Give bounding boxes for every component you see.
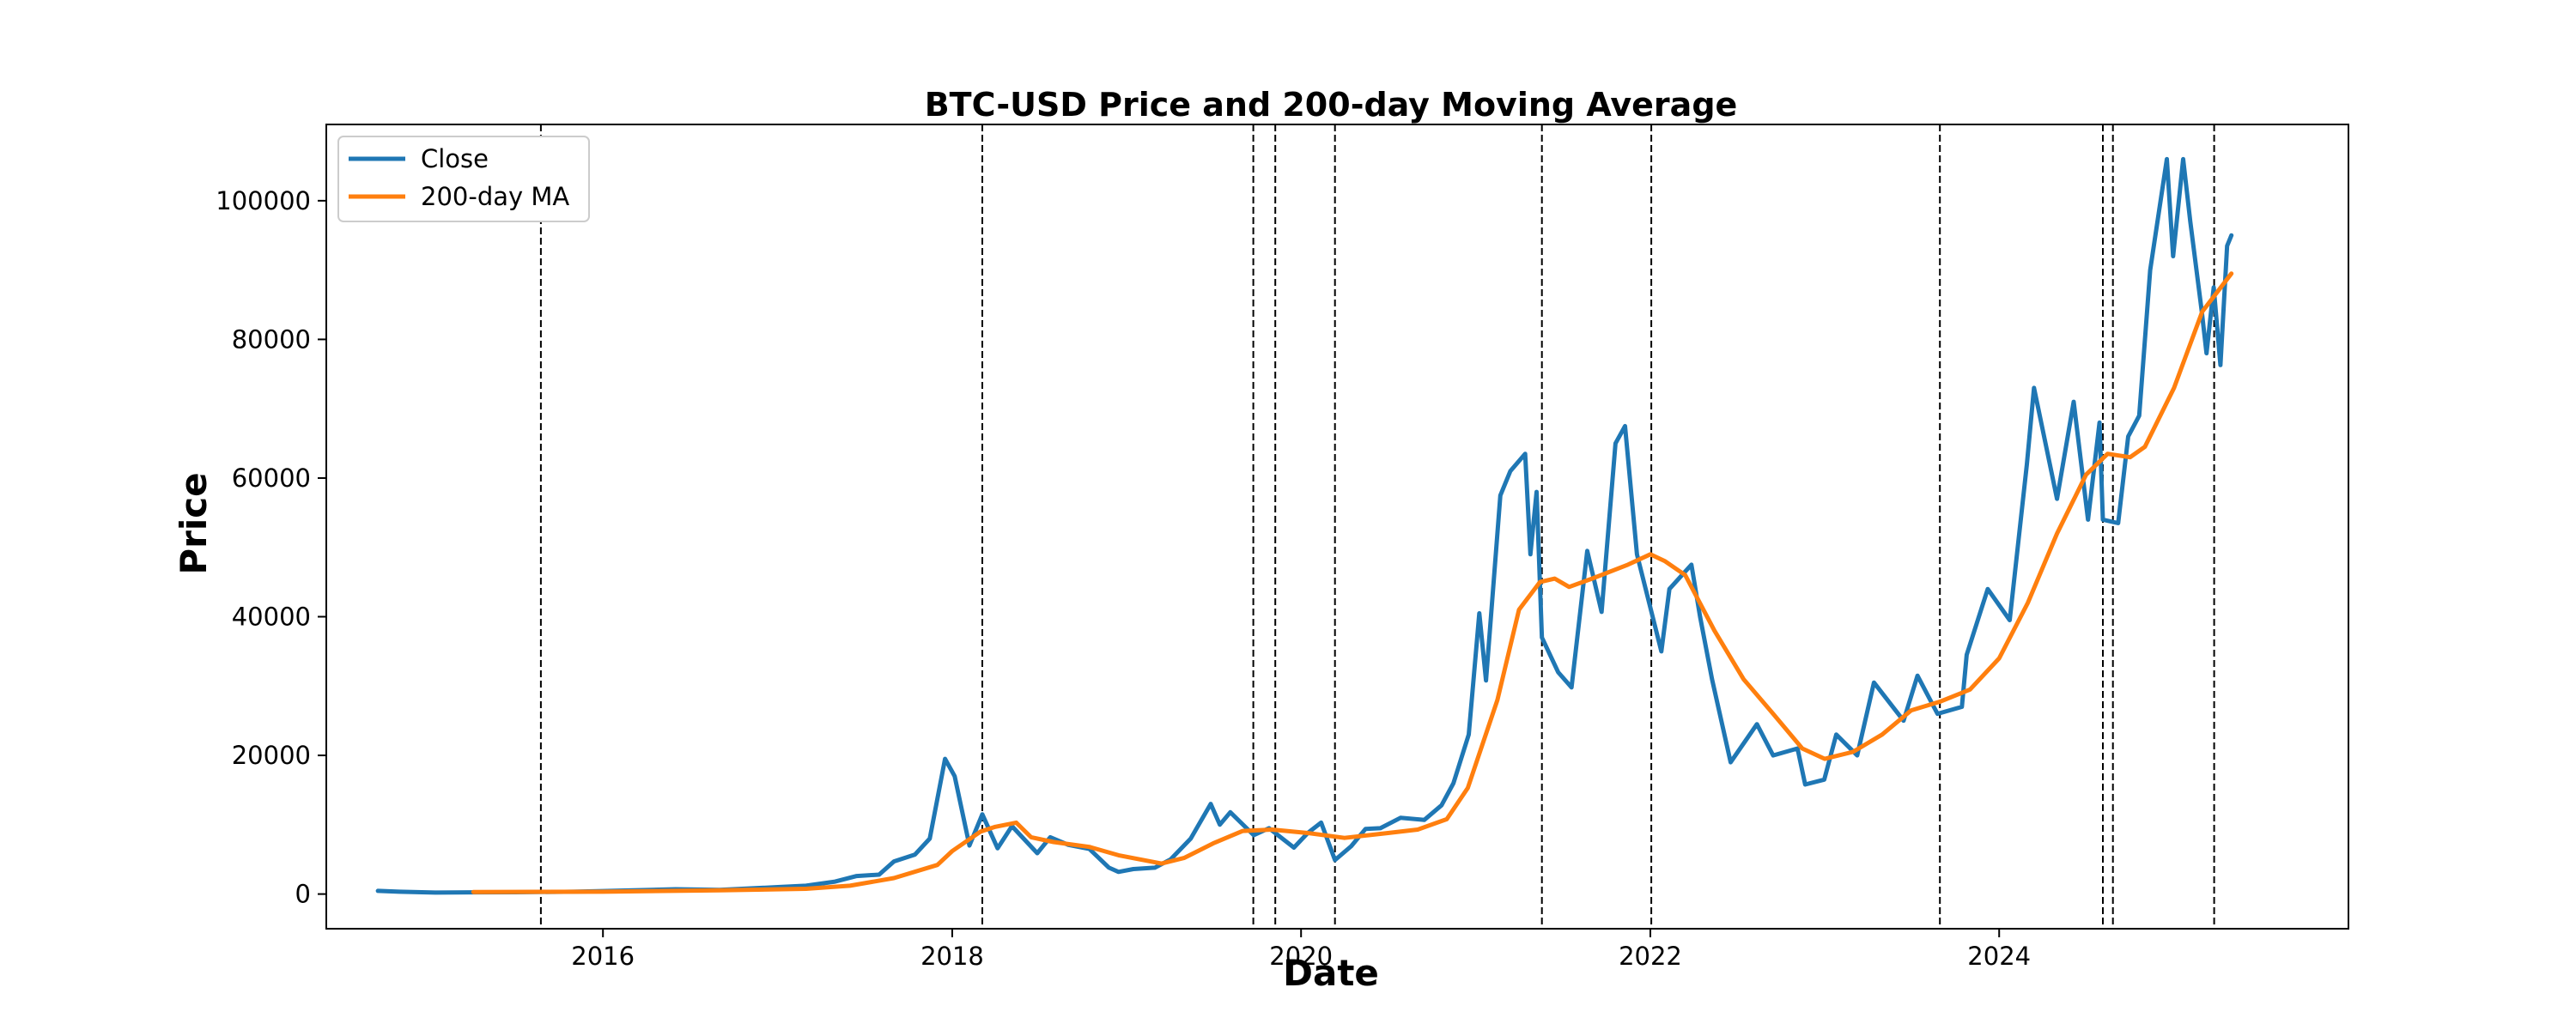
x-tick-label: 2018 <box>920 942 984 971</box>
legend-label: Close <box>421 144 489 173</box>
legend-label: 200-day MA <box>421 182 569 211</box>
plot-area: 2016 2018 2020 2022 2024 0 20000 40000 60000 8000… <box>216 124 2349 971</box>
plot-frame <box>325 124 2349 930</box>
x-tick-label: 2022 <box>1619 942 1682 971</box>
chart-title: BTC-USD Price and 200-day Moving Average <box>925 86 1738 124</box>
y-tick-label: 40000 <box>232 603 311 632</box>
moving-average-line <box>471 271 2234 894</box>
y-tick-label: 60000 <box>232 464 311 493</box>
y-tick-label: 20000 <box>232 741 311 770</box>
y-axis-label: Price <box>173 472 215 574</box>
legend: Close 200-day MA <box>337 136 590 222</box>
x-tick-label: 2024 <box>1967 942 2031 971</box>
y-tick-label: 80000 <box>232 324 311 354</box>
y-tick-label: 0 <box>295 880 311 909</box>
x-axis-label: Date <box>1283 952 1379 994</box>
x-tick-label: 2016 <box>571 942 635 971</box>
y-tick-label: 100000 <box>216 186 311 215</box>
x-tick-label: 2020 <box>1269 942 1333 971</box>
close-price-line <box>375 156 2234 895</box>
